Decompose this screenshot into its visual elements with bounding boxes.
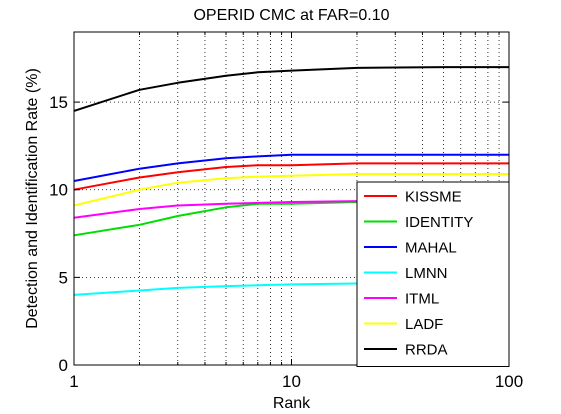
y-tick-label: 5 [59, 268, 68, 287]
legend-label-ladf: LADF [405, 316, 443, 333]
series-line-ladf [73, 173, 509, 207]
legend-label-rrda: RRDA [405, 342, 448, 359]
series-line-mahal [73, 153, 509, 182]
y-axis-title: Detection and Identification Rate (%) [24, 68, 41, 329]
y-tick-label: 10 [49, 181, 68, 200]
legend-label-kissme: KISSME [405, 189, 462, 206]
axis-ticks: 1 10 100 0 5 10 15 [49, 32, 523, 391]
chart-title: OPERID CMC at FAR=0.10 [193, 7, 389, 24]
legend-label-lmnn: LMNN [405, 265, 448, 282]
x-tick-label: 100 [495, 372, 523, 391]
legend: KISSME IDENTITY MAHAL LMNN ITML LADF RRDA [356, 181, 510, 367]
series-line-rrda [73, 66, 509, 112]
legend-label-itml: ITML [405, 291, 439, 308]
x-tick-label: 1 [69, 372, 78, 391]
x-axis-title: Rank [273, 395, 311, 412]
legend-box [356, 181, 510, 367]
x-tick-label: 10 [282, 372, 301, 391]
legend-label-identity: IDENTITY [405, 214, 473, 231]
y-tick-label: 0 [59, 356, 68, 375]
series-line-kissme [73, 162, 509, 191]
legend-label-mahal: MAHAL [405, 240, 457, 257]
y-tick-label: 15 [49, 93, 68, 112]
